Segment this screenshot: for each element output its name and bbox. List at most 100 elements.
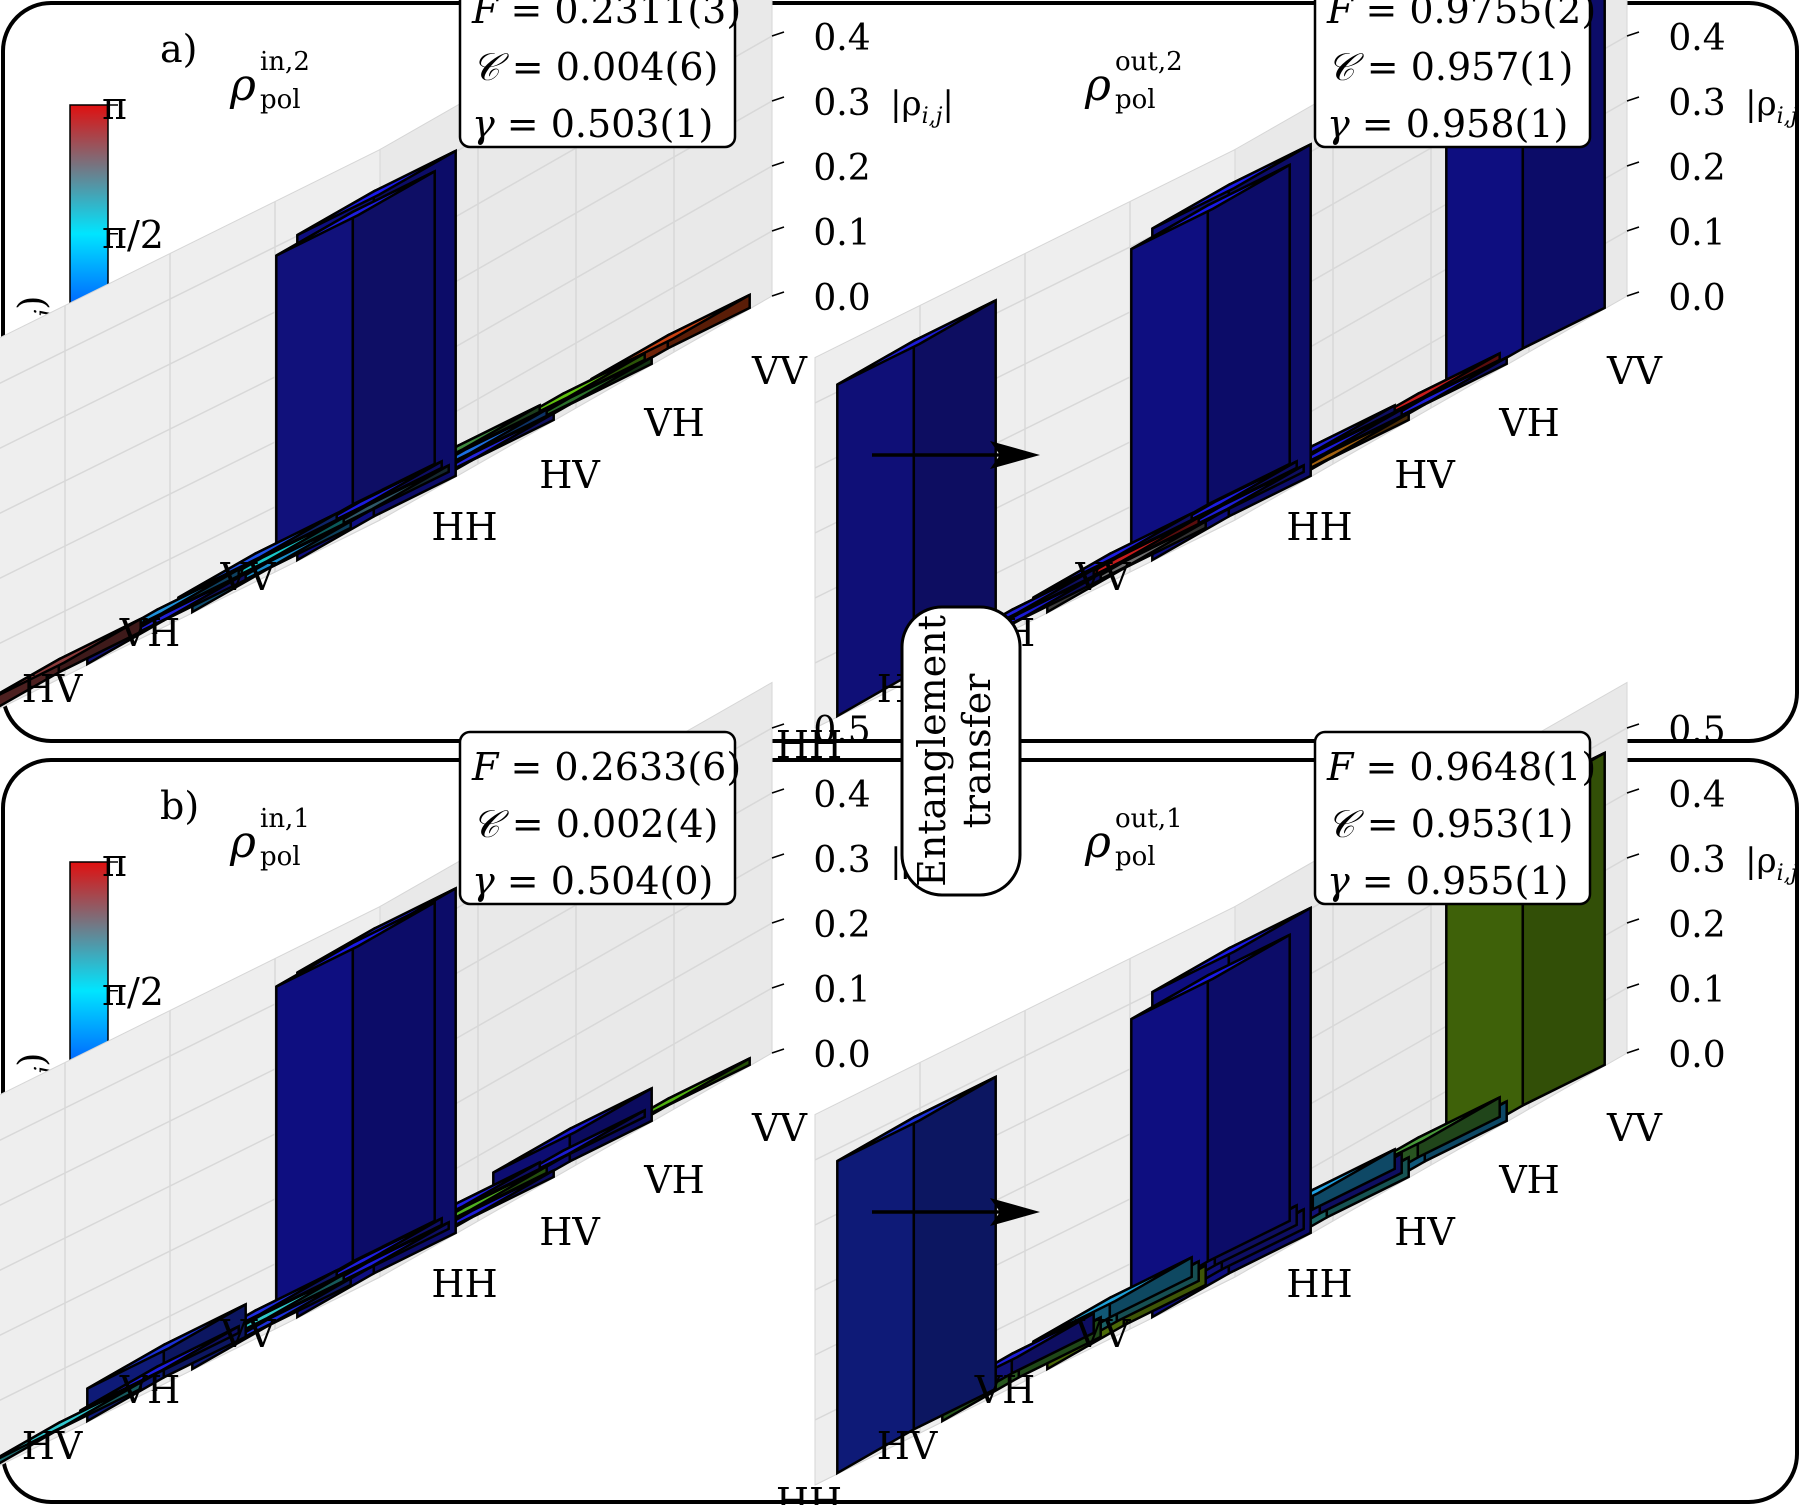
matrix-superscript: out,2 — [1115, 47, 1183, 77]
col-tick-label-HV: VH — [643, 1158, 705, 1202]
row-tick-label-HV: HV — [22, 1424, 83, 1468]
matrix-symbol: ρ — [229, 60, 256, 111]
z-tick — [771, 918, 785, 924]
panel-b: b)ππ/20−π/2−πarg(ρi,j)0.00.10.20.30.40.5… — [0, 681, 1800, 1505]
bar-face-top — [836, 299, 997, 386]
stats-box — [458, 730, 737, 906]
arrow-head — [990, 441, 1040, 469]
z-tick — [1626, 1048, 1640, 1054]
z-tick-label: 0.2 — [1668, 905, 1725, 946]
z-tick — [1626, 96, 1640, 102]
z-tick-label: 0.0 — [1668, 1035, 1725, 1076]
stats-box — [1313, 730, 1592, 906]
row-tick-label-VV: VV — [220, 1312, 276, 1356]
bar-face-right — [1206, 162, 1291, 507]
z-tick-label: 0.3 — [813, 83, 870, 124]
bar-face-top — [1151, 906, 1312, 994]
bar-face-top — [1130, 933, 1291, 1021]
bar-face-right — [351, 900, 436, 1264]
col-tick-label-VV: HH — [1286, 505, 1352, 549]
z-axis-label-close: | — [1797, 841, 1800, 881]
bar-face-top — [296, 149, 457, 237]
arrow-head — [990, 1198, 1040, 1226]
matrix-subscript: pol — [1115, 842, 1156, 872]
z-axis-label-close: | — [1797, 84, 1800, 124]
bar-face-left — [1130, 203, 1210, 551]
bar-face-top — [836, 1075, 997, 1163]
z-tick-label: 0.4 — [1668, 18, 1725, 59]
z-tick-label: 0.5 — [1668, 710, 1725, 751]
col-tick-label-HH: VV — [1606, 1106, 1662, 1150]
z-tick — [1626, 723, 1640, 729]
stats-line-purity: γ = 0.958(1) — [1327, 102, 1568, 146]
colorbar-tick-label: π — [102, 841, 127, 885]
transfer-label-line2: transfer — [955, 673, 999, 829]
z-tick — [1626, 788, 1640, 794]
density-matrix-output: 0.00.10.20.30.40.5|ρi,j|VVHHVHHVHVVHHHVV… — [776, 0, 1800, 767]
matrix-superscript: out,1 — [1115, 804, 1183, 834]
col-tick-label-HH: VV — [751, 1106, 807, 1150]
col-tick-label-VV: HH — [1286, 1262, 1352, 1306]
z-tick-label: 0.4 — [813, 775, 870, 816]
density-matrix-output: 0.00.10.20.30.40.5|ρi,j|VVHHVHHVHVVHHHVV… — [776, 681, 1800, 1505]
density-matrix-input: 0.00.10.20.30.40.5|ρi,j|VVHHVHHVHVVHHHVV… — [0, 681, 954, 1468]
bar-face-left — [1130, 973, 1210, 1308]
z-axis-label-sub: i,j — [922, 104, 943, 129]
col-tick-label-HV: VH — [643, 401, 705, 445]
matrix-symbol: ρ — [1084, 60, 1111, 111]
z-tick-label: 0.0 — [813, 278, 870, 319]
z-tick-label: 0.5 — [813, 710, 870, 751]
bar-face-top — [1130, 163, 1291, 251]
z-axis-label-sub: i,j — [1777, 861, 1798, 886]
z-tick-label: 0.1 — [813, 970, 870, 1011]
z-tick — [771, 983, 785, 989]
z-tick — [771, 1048, 785, 1054]
bar-VV-HH — [0, 616, 142, 708]
stats-box — [1313, 0, 1592, 149]
z-tick-label: 0.3 — [1668, 83, 1725, 124]
col-tick-label-HV: VH — [1498, 1158, 1560, 1202]
row-tick-label-VH: VH — [119, 611, 181, 655]
col-tick-label-HH: VV — [1606, 349, 1662, 393]
z-tick-label: 0.2 — [1668, 148, 1725, 189]
z-tick — [771, 96, 785, 102]
matrix-superscript: in,1 — [260, 804, 310, 834]
row-tick-label-HV: HV — [877, 1424, 938, 1468]
stats-line-concurrence: 𝒞 = 0.957(1) — [1327, 45, 1573, 89]
density-matrix-input: 0.00.10.20.30.40.5|ρi,j|VVHHVHHVHVVHHHVV… — [0, 0, 954, 711]
z-tick-label: 0.1 — [1668, 970, 1725, 1011]
bar-face-top — [0, 617, 142, 696]
stats-line-fidelity: F = 0.2633(6) — [471, 745, 741, 789]
bar-face-left — [275, 940, 355, 1308]
transfer-label-line1: Entanglement — [910, 615, 954, 887]
row-tick-label-VV: VV — [1075, 1312, 1131, 1356]
z-tick — [771, 853, 785, 859]
row-tick-label-VV: VV — [220, 555, 276, 599]
bar-VV-VH — [1032, 511, 1193, 607]
z-tick — [771, 226, 785, 232]
stats-line-purity: γ = 0.503(1) — [472, 102, 713, 146]
row-tick-label-HH: HH — [776, 1480, 842, 1505]
z-tick-label: 0.1 — [1668, 213, 1725, 254]
matrix-subscript: pol — [1115, 85, 1156, 115]
z-tick — [1626, 918, 1640, 924]
bar-face-right — [351, 169, 436, 507]
bar-face-top — [177, 512, 338, 599]
bar-VV-VV — [275, 900, 436, 1308]
z-axis-label-sub: i,j — [1777, 104, 1798, 129]
z-axis-label: |ρi,j| — [1745, 84, 1800, 129]
z-axis-label-close: | — [942, 84, 953, 124]
col-tick-label-VH: HV — [539, 453, 600, 497]
row-tick-label-HH: HH — [776, 723, 842, 767]
matrix-subscript: pol — [260, 842, 301, 872]
bar-face-left — [836, 1115, 916, 1476]
col-tick-label-VV: HH — [431, 1262, 497, 1306]
stats-line-fidelity: F = 0.9755(2) — [1326, 0, 1596, 32]
col-tick-label-VH: HV — [1394, 1210, 1455, 1254]
z-tick — [771, 31, 785, 37]
panel-tag: b) — [160, 784, 199, 828]
matrix-symbol: ρ — [229, 817, 256, 868]
z-axis-label: |ρi,j| — [890, 84, 954, 129]
col-tick-label-VH: HV — [539, 1210, 600, 1254]
